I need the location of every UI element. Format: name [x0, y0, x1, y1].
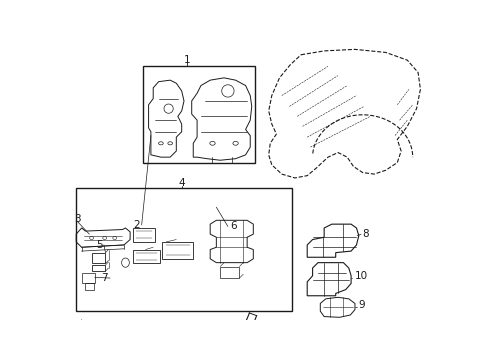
Text: 9: 9 — [358, 300, 365, 310]
Bar — [133, 249, 160, 264]
Text: 2: 2 — [133, 220, 140, 230]
Text: 7: 7 — [101, 273, 108, 283]
Bar — [76, 188, 291, 311]
Bar — [162, 242, 193, 259]
Text: 4: 4 — [178, 178, 184, 188]
Text: 1: 1 — [183, 55, 190, 65]
Bar — [143, 66, 254, 163]
Text: 10: 10 — [354, 271, 367, 281]
Bar — [82, 273, 95, 283]
Bar — [91, 253, 105, 264]
Text: 8: 8 — [362, 229, 368, 239]
Text: 6: 6 — [229, 221, 236, 231]
Bar — [84, 283, 94, 289]
Bar — [220, 266, 239, 278]
Text: 5: 5 — [96, 240, 102, 250]
Bar — [91, 265, 105, 271]
Bar — [133, 228, 154, 242]
Text: 3: 3 — [74, 214, 81, 224]
